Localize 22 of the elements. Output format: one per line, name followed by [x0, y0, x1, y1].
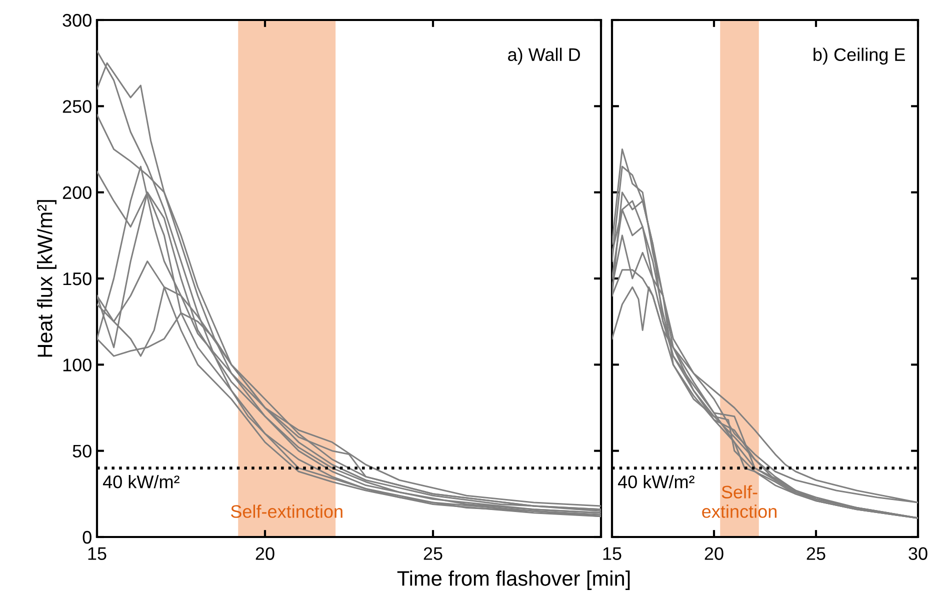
annotation: a) Wall D — [508, 48, 580, 65]
ref-line-label: 40 kW/m² — [102, 475, 180, 488]
ref-line-label: 40 kW/m² — [618, 475, 694, 488]
y-tick-label: 250 — [62, 100, 92, 113]
x-tick-label: 30 — [908, 547, 928, 560]
band-label: Self-extinction — [230, 504, 342, 518]
y-tick-label: 100 — [63, 358, 92, 372]
x-tick-label: 25 — [424, 547, 442, 560]
x-tick-label: 20 — [256, 547, 274, 560]
x-tick-label: 15 — [603, 547, 622, 560]
x-tick-label: 20 — [704, 547, 724, 560]
y-tick-label: 200 — [62, 186, 92, 200]
y-tick-label: 300 — [62, 14, 92, 27]
y-tick-label: 0 — [82, 530, 92, 544]
y-axis-title: Heat flux [kW/m²] — [37, 200, 56, 357]
y-tick-label: 150 — [63, 272, 92, 286]
band-label: Self- extinction — [702, 485, 776, 518]
x-axis-title: Time from flashover [min] — [397, 570, 630, 590]
x-tick-label: 15 — [88, 547, 106, 560]
x-tick-label: 25 — [806, 547, 826, 560]
annotation: b) Ceiling E — [814, 48, 905, 65]
y-tick-label: 50 — [72, 444, 92, 458]
